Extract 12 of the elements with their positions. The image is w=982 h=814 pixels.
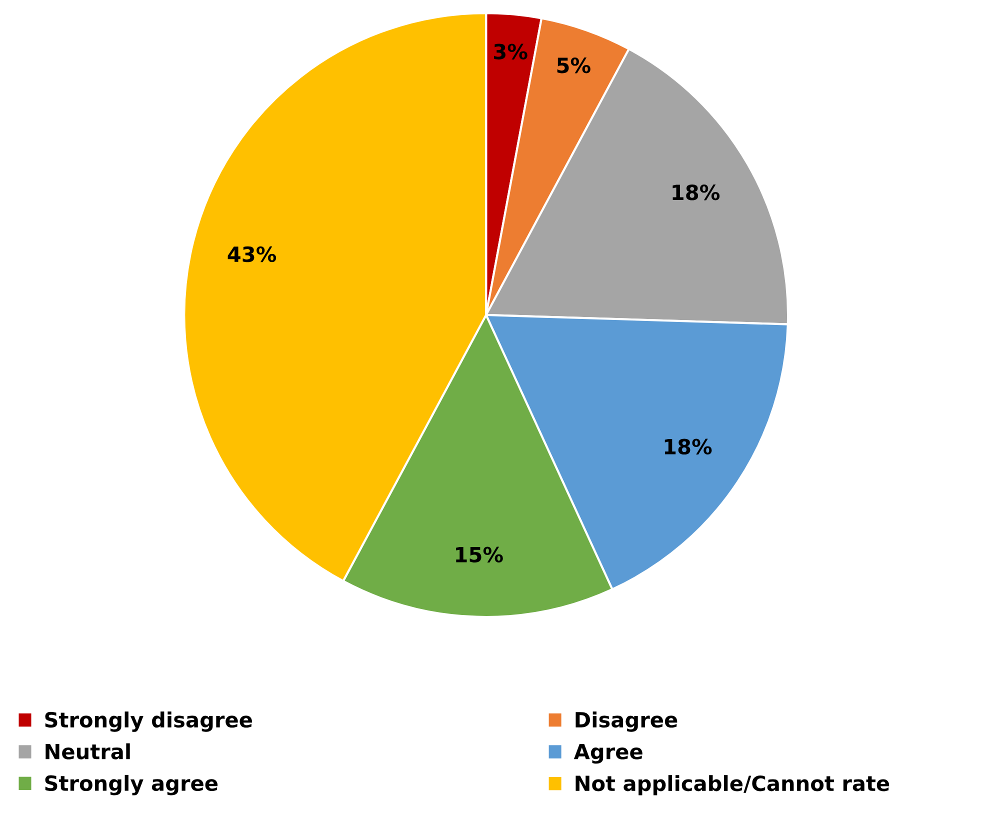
legend-label: Disagree	[576, 712, 678, 732]
legend-label: Agree	[574, 744, 642, 764]
data-label: 18%	[664, 438, 712, 454]
legend-label: Strongly disagree	[45, 712, 252, 732]
legend-label: Neutral	[46, 743, 130, 760]
data-label: 5%	[557, 58, 590, 74]
data-label: 3%	[494, 44, 528, 60]
data-label: 43%	[228, 246, 276, 262]
legend-label: Not applicable/Cannot rate	[576, 775, 890, 796]
data-label: 18%	[672, 184, 720, 200]
data-label: 15%	[456, 546, 503, 563]
legend-label: Strongly agree	[45, 774, 218, 796]
